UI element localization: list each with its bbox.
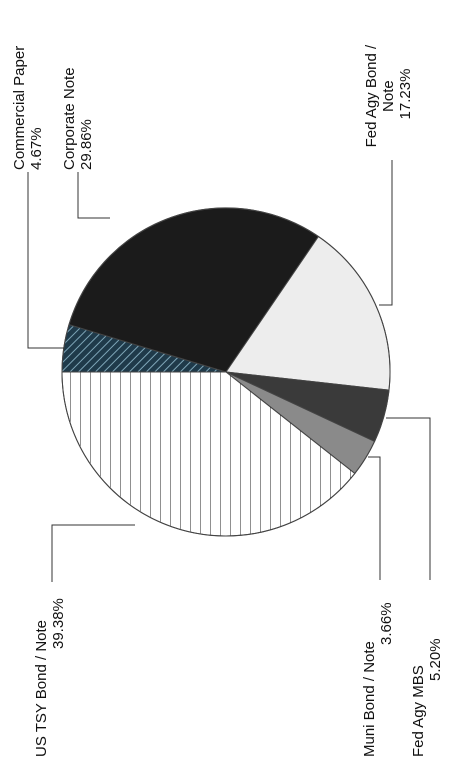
leader-line-commercial-paper	[27, 172, 64, 349]
label-corporate-note: Corporate Note 29.86%	[61, 63, 95, 170]
pie-slices	[61, 207, 391, 537]
leader-line-fed-agy-bond	[379, 160, 393, 306]
slice-labels: Commercial Paper 4.67% Corporate Note 29…	[11, 41, 444, 757]
label-us-tsy-bond-note: US TSY Bond / Note 39.38%	[33, 598, 67, 757]
label-fed-agy-mbs: Fed Agy MBS 5.20%	[410, 638, 444, 757]
leader-lines	[27, 160, 431, 582]
pie-outline	[61, 207, 391, 537]
label-fed-agy-bond-note: Fed Agy Bond / Note 17.23%	[363, 41, 414, 148]
leader-line-muni-bond	[368, 456, 381, 580]
leader-line-corporate-note	[77, 172, 110, 219]
label-commercial-paper: Commercial Paper 4.67%	[11, 42, 45, 170]
leader-line-fed-agy-mbs	[386, 417, 431, 580]
label-muni-bond-note: Muni Bond / Note 3.66%	[361, 602, 395, 757]
leader-line-us-tsy	[51, 524, 135, 582]
